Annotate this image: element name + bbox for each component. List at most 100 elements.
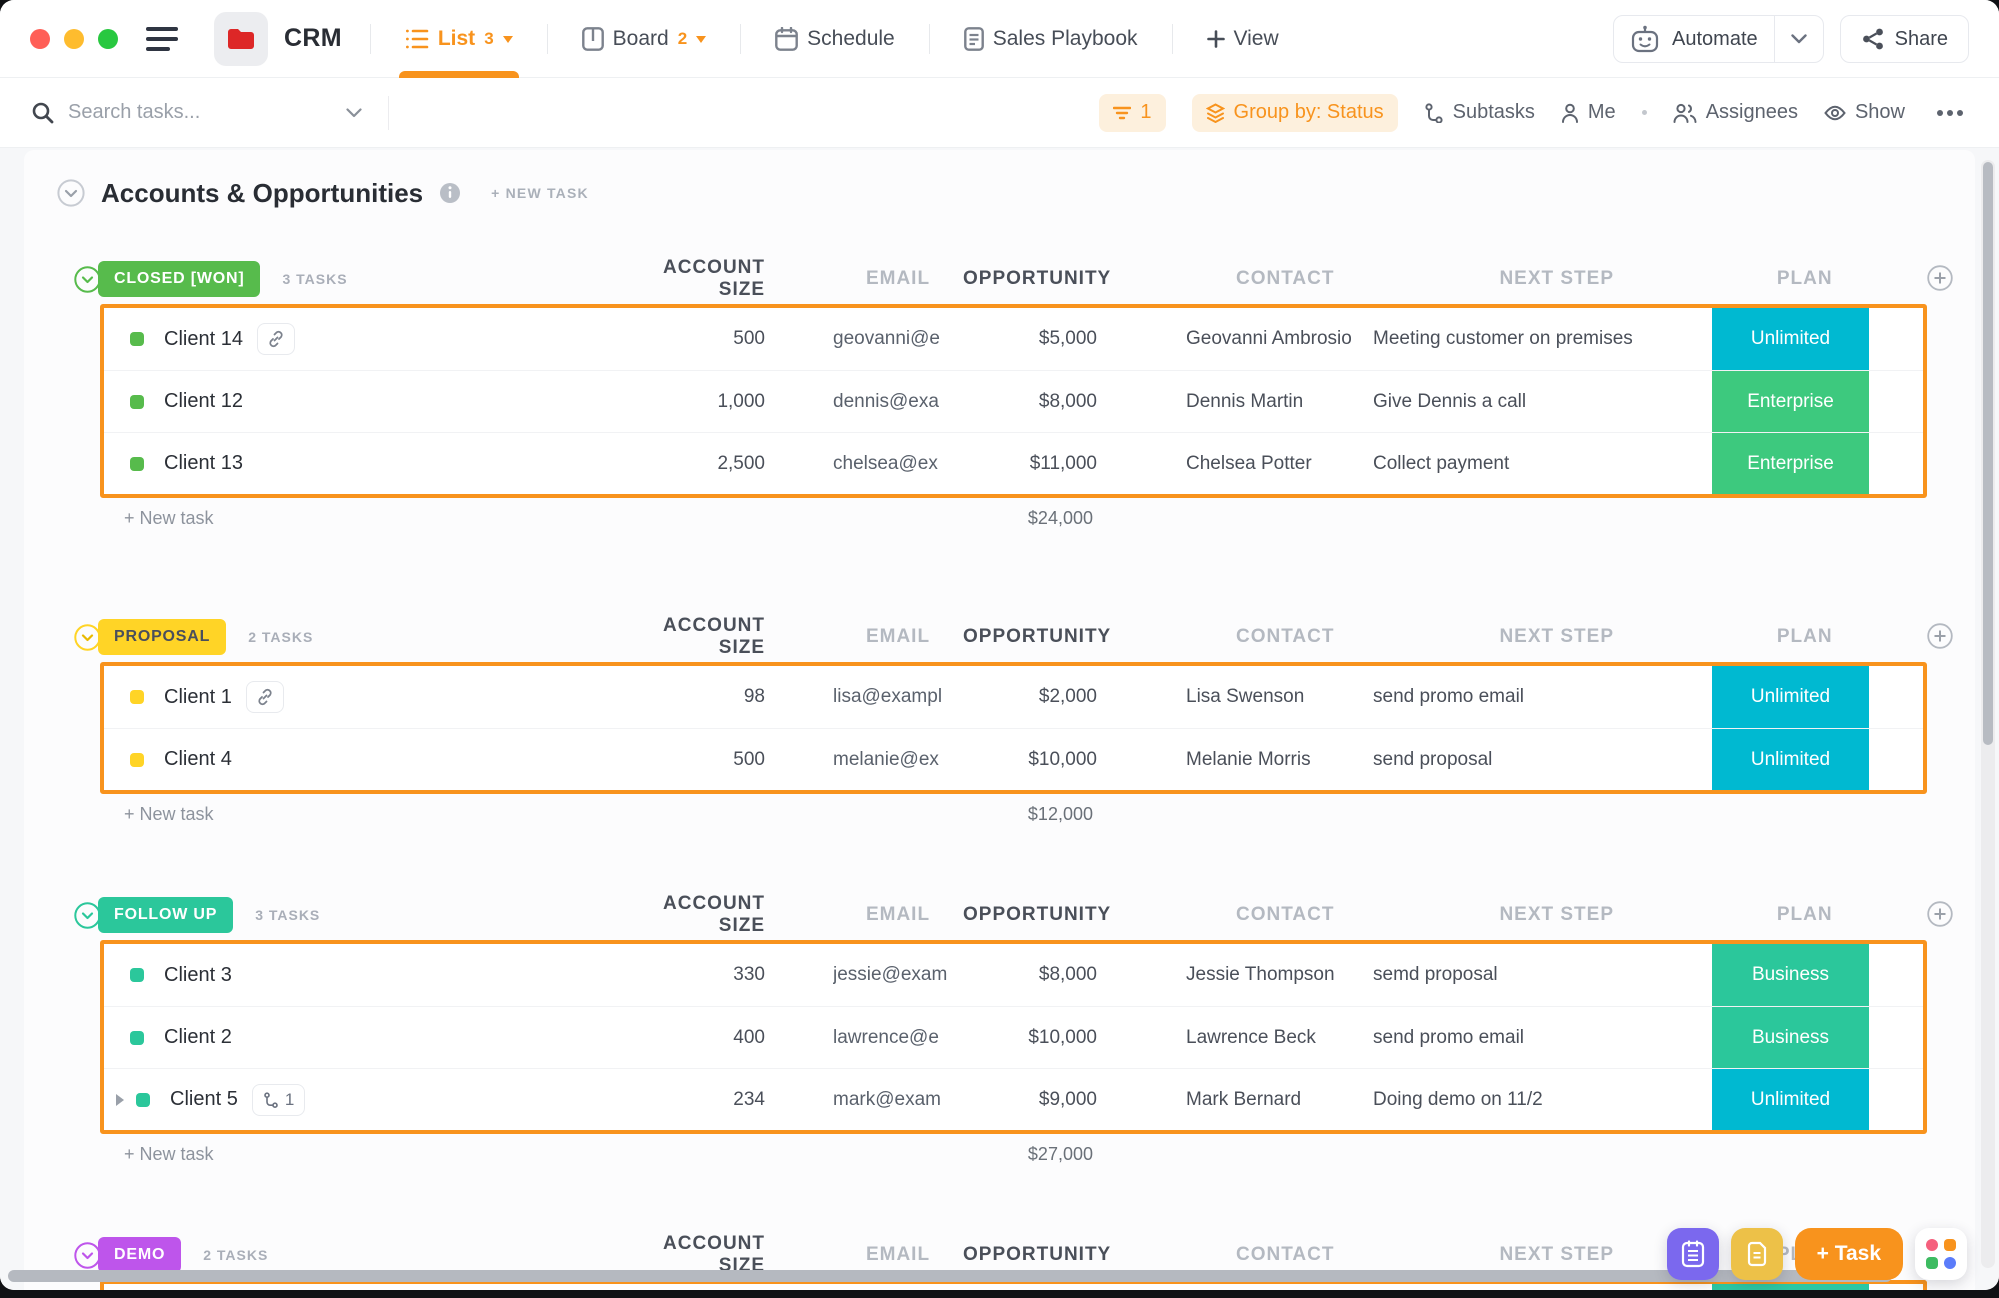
status-square[interactable] xyxy=(130,456,144,471)
status-badge[interactable]: PROPOSAL xyxy=(98,619,227,655)
col-next-step[interactable]: NEXT STEP xyxy=(1499,904,1615,925)
col-plan[interactable]: PLAN xyxy=(1776,904,1833,925)
plan-cell[interactable]: Unlimited xyxy=(1712,1069,1869,1130)
group-collapse-icon[interactable] xyxy=(74,624,101,651)
col-account-size[interactable]: ACCOUNT SIZE xyxy=(663,257,765,300)
task-row[interactable]: Client 4 500 melanie@ex $10,000 Melanie … xyxy=(104,728,1923,790)
task-row[interactable]: Client 12 1,000 dennis@exa $8,000 Dennis… xyxy=(104,370,1923,432)
tab-schedule[interactable]: Schedule xyxy=(761,0,909,78)
add-column-button[interactable] xyxy=(1927,623,1953,649)
link-icon[interactable] xyxy=(245,681,284,713)
col-next-step[interactable]: NEXT STEP xyxy=(1499,626,1615,647)
group-collapse-icon[interactable] xyxy=(74,1242,101,1269)
crm-folder-button[interactable] xyxy=(214,11,268,66)
more-options-button[interactable] xyxy=(1931,104,1969,122)
status-badge[interactable]: DEMO xyxy=(98,1237,182,1273)
task-name[interactable]: Client 12 xyxy=(164,390,243,412)
horizontal-scrollbar-thumb[interactable] xyxy=(8,1270,1892,1282)
plan-cell[interactable]: Business xyxy=(1712,1007,1869,1068)
share-button[interactable]: Share xyxy=(1839,15,1969,63)
col-email[interactable]: EMAIL xyxy=(865,1244,931,1265)
minimize-window-button[interactable] xyxy=(64,28,84,49)
tab-board[interactable]: Board 2 xyxy=(568,0,721,78)
col-opportunity[interactable]: OPPORTUNITY xyxy=(963,268,1112,289)
plan-cell[interactable]: Enterprise xyxy=(1712,433,1869,494)
status-square[interactable] xyxy=(130,752,144,767)
task-name[interactable]: Client 14 xyxy=(164,327,243,350)
expand-subtasks-icon[interactable] xyxy=(116,1093,130,1106)
task-name[interactable]: Client 4 xyxy=(164,748,232,770)
col-next-step[interactable]: NEXT STEP xyxy=(1499,268,1615,289)
task-name[interactable]: Client 3 xyxy=(164,963,232,986)
status-square[interactable] xyxy=(130,1030,144,1045)
status-badge[interactable]: FOLLOW UP xyxy=(98,897,234,933)
task-row[interactable]: Client 5 1 234 mark@exam $9,000 Mark Ber… xyxy=(104,1068,1923,1130)
task-row[interactable]: Client 3 330 jessie@exam $8,000 Jessie T… xyxy=(104,944,1923,1006)
add-view-button[interactable]: View xyxy=(1193,0,1293,78)
new-task-top-button[interactable]: + NEW TASK xyxy=(491,185,589,201)
plan-cell[interactable]: Unlimited xyxy=(1712,729,1869,790)
filter-button[interactable]: 1 xyxy=(1099,93,1166,132)
notepad-fab-button[interactable] xyxy=(1666,1228,1719,1280)
col-email[interactable]: EMAIL xyxy=(865,268,931,289)
col-contact[interactable]: CONTACT xyxy=(1236,1244,1335,1266)
plan-cell[interactable]: Enterprise xyxy=(1712,371,1869,432)
hamburger-menu-icon[interactable] xyxy=(146,26,178,51)
task-row[interactable]: Client 14 500 geovanni@e $5,000 Geovanni… xyxy=(104,308,1923,370)
col-email[interactable]: EMAIL xyxy=(865,904,931,925)
task-name[interactable]: Client 2 xyxy=(164,1026,232,1048)
automate-dropdown-button[interactable] xyxy=(1775,34,1823,44)
col-opportunity[interactable]: OPPORTUNITY xyxy=(963,626,1112,647)
me-filter-button[interactable]: Me xyxy=(1561,101,1616,124)
col-contact[interactable]: CONTACT xyxy=(1236,268,1335,290)
status-square[interactable] xyxy=(136,1092,150,1107)
add-column-button[interactable] xyxy=(1927,901,1953,927)
show-button[interactable]: Show xyxy=(1824,101,1905,124)
task-name[interactable]: Client 1 xyxy=(164,685,232,708)
new-task-button[interactable]: + New task xyxy=(124,507,214,528)
chevron-down-icon[interactable] xyxy=(502,35,513,48)
col-account-size[interactable]: ACCOUNT SIZE xyxy=(663,893,765,936)
close-window-button[interactable] xyxy=(30,28,50,49)
task-row[interactable]: Client 2 400 lawrence@e $10,000 Lawrence… xyxy=(104,1006,1923,1068)
plan-cell[interactable]: Unlimited xyxy=(1712,666,1869,728)
maximize-window-button[interactable] xyxy=(98,28,118,49)
task-row-partial[interactable] xyxy=(104,1284,1923,1290)
task-row[interactable]: Client 13 2,500 chelsea@ex $11,000 Chels… xyxy=(104,432,1923,494)
assignees-button[interactable]: Assignees xyxy=(1673,101,1798,124)
status-square[interactable] xyxy=(130,332,144,346)
subtasks-button[interactable]: Subtasks xyxy=(1424,101,1535,124)
col-next-step[interactable]: NEXT STEP xyxy=(1499,1244,1615,1265)
col-plan[interactable]: PLAN xyxy=(1776,268,1833,289)
status-badge[interactable]: CLOSED [WON] xyxy=(98,261,261,297)
doc-fab-button[interactable] xyxy=(1730,1228,1783,1280)
new-task-button[interactable]: + New task xyxy=(124,803,214,824)
app-grid-button[interactable] xyxy=(1915,1228,1967,1280)
tab-sales-playbook[interactable]: Sales Playbook xyxy=(950,0,1152,78)
col-contact[interactable]: CONTACT xyxy=(1236,904,1335,926)
status-square[interactable] xyxy=(130,394,144,409)
search-input[interactable]: Search tasks... xyxy=(32,101,362,124)
add-task-fab-button[interactable]: + Task xyxy=(1794,1228,1903,1280)
chevron-down-icon[interactable] xyxy=(346,107,362,118)
col-contact[interactable]: CONTACT xyxy=(1236,626,1335,648)
col-plan[interactable]: PLAN xyxy=(1776,626,1833,647)
task-name[interactable]: Client 13 xyxy=(164,452,243,474)
collapse-chevron-icon[interactable] xyxy=(57,179,85,207)
plan-cell[interactable]: Business xyxy=(1712,944,1869,1006)
task-name[interactable]: Client 5 xyxy=(170,1088,238,1110)
group-by-button[interactable]: Group by: Status xyxy=(1191,93,1398,132)
task-row[interactable]: Client 1 98 lisa@exampl $2,000 Lisa Swen… xyxy=(104,666,1923,728)
vertical-scrollbar-thumb[interactable] xyxy=(1983,162,1993,745)
col-opportunity[interactable]: OPPORTUNITY xyxy=(963,1244,1112,1265)
plan-cell[interactable] xyxy=(1712,1284,1869,1290)
col-opportunity[interactable]: OPPORTUNITY xyxy=(963,904,1112,925)
status-square[interactable] xyxy=(130,690,144,704)
info-icon[interactable] xyxy=(439,182,461,204)
chevron-down-icon[interactable] xyxy=(696,35,707,48)
col-email[interactable]: EMAIL xyxy=(865,626,931,647)
status-square[interactable] xyxy=(130,968,144,982)
automate-button[interactable]: Automate xyxy=(1613,15,1824,63)
tab-list[interactable]: List 3 xyxy=(391,0,527,78)
plan-cell[interactable]: Unlimited xyxy=(1712,308,1869,370)
